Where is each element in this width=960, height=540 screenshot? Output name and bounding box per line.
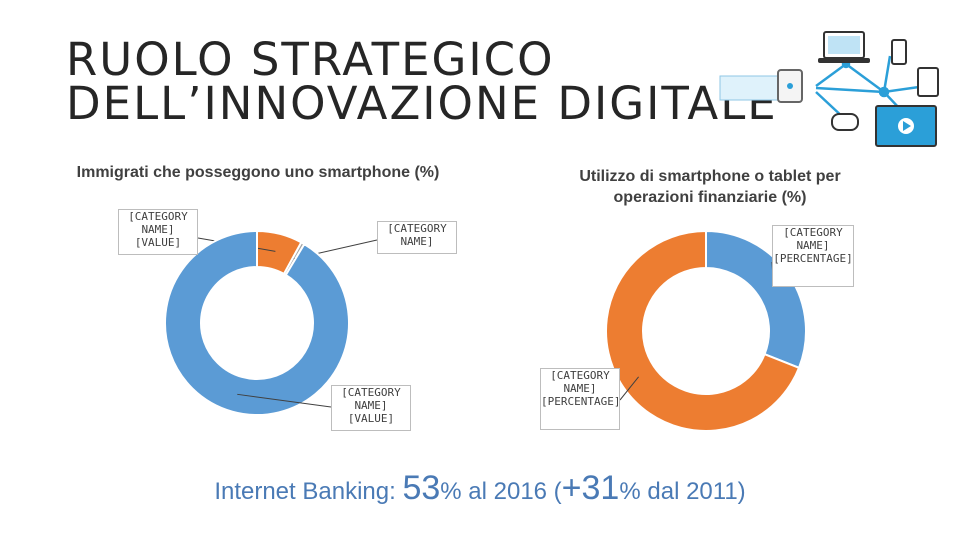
chart1-data-label-2: [CATEGORY NAME] xyxy=(377,221,457,254)
summary-growth: +31 xyxy=(561,469,620,507)
tv-icon xyxy=(875,105,937,147)
laptop-icon xyxy=(818,31,870,63)
chart1-leader-line-3 xyxy=(237,393,332,408)
phone-icon xyxy=(891,39,907,65)
summary-value-2016: 53 xyxy=(402,469,441,507)
tablet-icon xyxy=(917,67,939,97)
router-icon xyxy=(719,69,803,103)
connected-devices-illustration xyxy=(719,31,939,147)
chart1-title: Immigrati che posseggono uno smartphone … xyxy=(76,164,440,181)
chart2-data-label-2: [CATEGORY NAME] [PERCENTAGE] xyxy=(540,368,620,430)
slide-title: RUOLO STRATEGICO DELL’INNOVAZIONE DIGITA… xyxy=(66,37,778,126)
chart2-leader-line-2 xyxy=(619,376,639,401)
chart2-slice-2 xyxy=(605,229,801,432)
chart2-data-label-1: [CATEGORY NAME] [PERCENTAGE] xyxy=(772,225,854,287)
title-line-1: RUOLO STRATEGICO xyxy=(66,33,555,86)
summary-suffix: % dal 2011) xyxy=(619,478,746,505)
chart1-data-label-1: [CATEGORY NAME] [VALUE] xyxy=(118,209,198,255)
internet-banking-summary: Internet Banking: 53% al 2016 (+31% dal … xyxy=(160,468,800,512)
chart1-slice-3 xyxy=(164,229,350,416)
chart2-title: Utilizzo di smartphone o tablet per oper… xyxy=(579,168,841,206)
title-line-2: DELL’INNOVAZIONE DIGITALE xyxy=(66,77,778,130)
summary-prefix: Internet Banking: xyxy=(214,478,403,505)
chart1-data-label-3: [CATEGORY NAME] [VALUE] xyxy=(331,385,411,431)
summary-mid: % al 2016 ( xyxy=(440,478,562,505)
gamepad-icon xyxy=(831,113,859,131)
